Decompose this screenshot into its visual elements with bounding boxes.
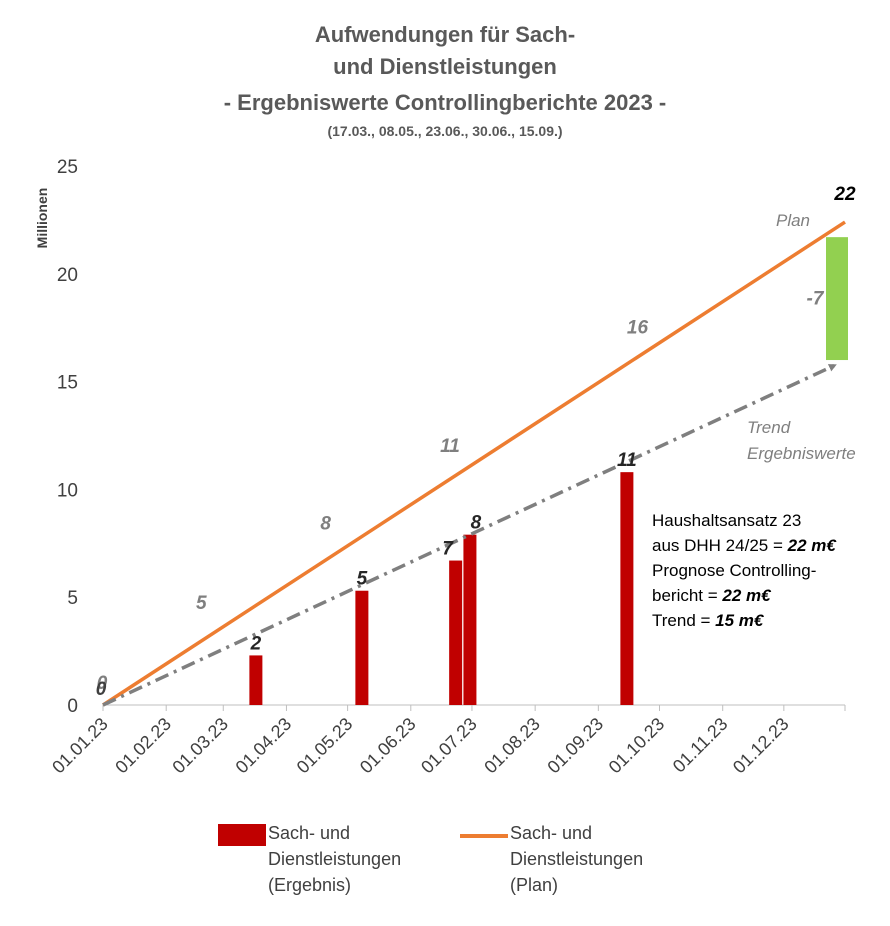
chart-title-line2: und Dienstleistungen bbox=[333, 54, 557, 79]
info-line-2: aus DHH 24/25 = 22 m€ bbox=[652, 536, 836, 555]
x-tick-label: 01.06.23 bbox=[356, 714, 420, 778]
legend-swatch-plan bbox=[460, 834, 508, 838]
x-tick-label: 01.09.23 bbox=[543, 714, 607, 778]
plan-data-label: 0 bbox=[97, 673, 108, 694]
chart-title: Aufwendungen für Sach- bbox=[314, 22, 576, 47]
y-tick-label: 25 bbox=[57, 157, 78, 178]
x-tick-label: 01.11.23 bbox=[669, 714, 732, 777]
x-tick-label: 01.04.23 bbox=[232, 714, 296, 778]
x-tick-label: 01.07.23 bbox=[417, 714, 481, 778]
y-tick-label: 15 bbox=[57, 373, 78, 394]
bar-data-label: 11 bbox=[617, 450, 637, 471]
chart-subtitle: - Ergebniswerte Controllingberichte 2023… bbox=[223, 90, 667, 115]
trend-data-label: 0 bbox=[96, 679, 107, 700]
legend-item-plan: Sach- und Dienstleistungen (Plan) bbox=[510, 823, 644, 895]
bar-data-label: 8 bbox=[471, 513, 482, 534]
plan-data-label: 5 bbox=[196, 593, 207, 614]
y-tick-label: 10 bbox=[57, 480, 78, 501]
bar-ergebnis bbox=[355, 590, 369, 705]
plan-line bbox=[102, 220, 846, 707]
info-line-1: Haushaltsansatz 23 bbox=[652, 511, 802, 530]
gap-bar bbox=[826, 237, 848, 361]
y-tick-label: 5 bbox=[67, 588, 78, 609]
x-tick-label: 01.01.23 bbox=[48, 714, 112, 778]
bar-ergebnis bbox=[463, 534, 477, 705]
y-axis-label: Millionen bbox=[34, 188, 50, 249]
bar-data-label: 5 bbox=[357, 569, 368, 590]
bar-ergebnis bbox=[620, 472, 634, 705]
plan-data-label: 8 bbox=[320, 513, 331, 534]
x-tick-label: 01.05.23 bbox=[293, 714, 357, 778]
plan-data-label: 22 bbox=[833, 184, 856, 205]
bar-ergebnis bbox=[449, 560, 463, 705]
info-line-4: bericht = 22 m€ bbox=[652, 586, 771, 605]
plan-annotation: Plan bbox=[776, 211, 810, 230]
info-line-5: Trend = 15 m€ bbox=[652, 611, 764, 630]
trend-line bbox=[102, 363, 837, 707]
chart-subtitle-dates: (17.03., 08.05., 23.06., 30.06., 15.09.) bbox=[327, 123, 563, 139]
y-tick-label: 0 bbox=[67, 696, 78, 717]
bar-data-label: 7 bbox=[442, 539, 454, 560]
x-tick-label: 01.10.23 bbox=[605, 714, 669, 778]
y-tick-label: 20 bbox=[57, 265, 78, 286]
info-value-forecast: 22 m€ bbox=[722, 586, 771, 605]
bar-data-label: 2 bbox=[250, 633, 262, 654]
trend-annotation: Trend bbox=[747, 418, 791, 437]
info-line-3: Prognose Controlling- bbox=[652, 561, 817, 580]
legend-item-ergebnis: Sach- und Dienstleistungen (Ergebnis) bbox=[268, 823, 402, 895]
plan-data-label: 11 bbox=[440, 436, 460, 457]
legend-swatch-ergebnis bbox=[218, 824, 266, 846]
bar-ergebnis bbox=[249, 655, 263, 705]
plan-data-label: 16 bbox=[627, 317, 649, 338]
gap-label: -7 bbox=[807, 289, 825, 310]
x-tick-label: 01.12.23 bbox=[729, 714, 793, 778]
trend-annotation-line2: Ergebniswerte bbox=[747, 444, 856, 463]
x-tick-label: 01.08.23 bbox=[480, 714, 544, 778]
info-value-trend: 15 m€ bbox=[715, 611, 764, 630]
info-value-budget: 22 m€ bbox=[787, 536, 836, 555]
info-box: Haushaltsansatz 23 aus DHH 24/25 = 22 m€… bbox=[652, 508, 836, 633]
x-tick-label: 01.02.23 bbox=[111, 714, 175, 778]
x-tick-label: 01.03.23 bbox=[168, 714, 232, 778]
